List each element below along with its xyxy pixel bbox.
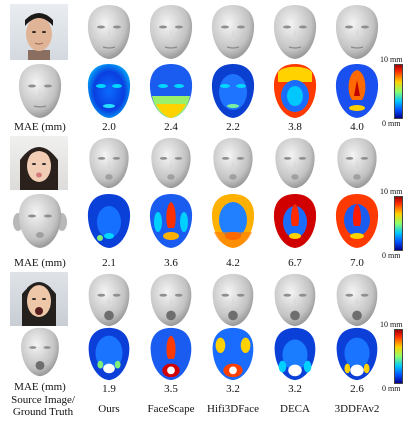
error-map-hifi3dface-1 bbox=[211, 64, 255, 118]
mesh-face-hifi3dface-1 bbox=[211, 5, 255, 59]
mesh-face-facescape-1 bbox=[149, 5, 193, 59]
mesh-face-deca-3 bbox=[274, 273, 316, 327]
mesh-face-3ddfav2-2 bbox=[337, 137, 377, 189]
mae-value-3ddfav2-3: 2.6 bbox=[350, 383, 364, 395]
mesh-face-3ddfav2-1 bbox=[335, 5, 379, 59]
mae-value-facescape-1: 2.4 bbox=[164, 121, 178, 133]
column-label-ours: Ours bbox=[98, 403, 120, 415]
column-label-deca: DECA bbox=[280, 403, 310, 415]
mae-label-1: MAE (mm) bbox=[14, 121, 66, 133]
person-photo-icon bbox=[25, 13, 53, 60]
mesh-face-hifi3dface-3 bbox=[212, 273, 254, 327]
colorbar-max-label-2: 10 mm bbox=[380, 187, 403, 196]
mesh-face-3ddfav2-3 bbox=[336, 273, 378, 327]
error-map-deca-3 bbox=[274, 327, 316, 381]
error-map-3ddfav2-2 bbox=[335, 194, 379, 248]
error-map-facescape-3 bbox=[150, 327, 192, 381]
mesh-face-ours-1 bbox=[87, 5, 131, 59]
colorbar-1 bbox=[394, 64, 403, 119]
error-map-ours-3 bbox=[88, 327, 130, 381]
colorbar-max-label-3: 10 mm bbox=[380, 320, 403, 329]
mae-value-3ddfav2-1: 4.0 bbox=[350, 121, 364, 133]
mesh-face-deca-2 bbox=[275, 137, 315, 189]
colorbar-min-label-3: 0 mm bbox=[382, 384, 401, 393]
error-map-hifi3dface-3 bbox=[212, 327, 254, 381]
person-photo-icon bbox=[20, 147, 58, 190]
error-map-deca-1 bbox=[273, 64, 317, 118]
colorbar-min-label-1: 0 mm bbox=[382, 119, 401, 128]
column-label-3ddfav2: 3DDFAv2 bbox=[334, 403, 380, 415]
mae-value-ours-1: 2.0 bbox=[102, 121, 116, 133]
mae-value-3ddfav2-2: 7.0 bbox=[350, 257, 364, 269]
colorbar-min-label-2: 0 mm bbox=[382, 251, 401, 260]
source-photo-2 bbox=[10, 136, 68, 190]
mesh-face-deca-1 bbox=[273, 5, 317, 59]
colorbar-3 bbox=[394, 329, 403, 384]
ground-truth-face-2 bbox=[13, 194, 67, 248]
ground-truth-face-1 bbox=[18, 64, 62, 118]
error-map-facescape-1 bbox=[149, 64, 193, 118]
mesh-face-ours-3 bbox=[88, 273, 130, 327]
mesh-face-facescape-2 bbox=[151, 137, 191, 189]
mae-value-ours-3: 1.9 bbox=[102, 383, 116, 395]
source-photo-3 bbox=[10, 272, 68, 326]
mae-value-deca-3: 3.2 bbox=[288, 383, 302, 395]
ground-truth-face-3 bbox=[21, 327, 59, 377]
error-map-ours-1 bbox=[87, 64, 131, 118]
mesh-face-facescape-3 bbox=[150, 273, 192, 327]
error-map-ours-2 bbox=[87, 194, 131, 248]
error-map-facescape-2 bbox=[149, 194, 193, 248]
mae-value-deca-1: 3.8 bbox=[288, 121, 302, 133]
colorbar-2 bbox=[394, 196, 403, 251]
mae-value-facescape-2: 3.6 bbox=[164, 257, 178, 269]
corner-label: Source Image/ Ground Truth bbox=[11, 394, 75, 418]
mesh-face-ours-2 bbox=[89, 137, 129, 189]
column-label-hifi3dface: Hifi3DFace bbox=[207, 403, 259, 415]
mae-value-deca-2: 6.7 bbox=[288, 257, 302, 269]
mae-value-hifi3dface-3: 3.2 bbox=[226, 383, 240, 395]
source-photo-1 bbox=[10, 4, 68, 60]
error-map-3ddfav2-3 bbox=[336, 327, 378, 381]
column-label-facescape: FaceScape bbox=[147, 403, 195, 415]
error-map-hifi3dface-2 bbox=[211, 194, 255, 248]
mae-value-hifi3dface-1: 2.2 bbox=[226, 121, 240, 133]
mesh-face-hifi3dface-2 bbox=[213, 137, 253, 189]
person-photo-icon bbox=[22, 282, 56, 326]
error-map-deca-2 bbox=[273, 194, 317, 248]
mae-value-hifi3dface-2: 4.2 bbox=[226, 257, 240, 269]
mae-label-3: MAE (mm) bbox=[14, 381, 66, 393]
mae-value-ours-2: 2.1 bbox=[102, 257, 116, 269]
mae-value-facescape-3: 3.5 bbox=[164, 383, 178, 395]
mae-label-2: MAE (mm) bbox=[14, 257, 66, 269]
colorbar-max-label-1: 10 mm bbox=[380, 55, 403, 64]
error-map-3ddfav2-1 bbox=[335, 64, 379, 118]
